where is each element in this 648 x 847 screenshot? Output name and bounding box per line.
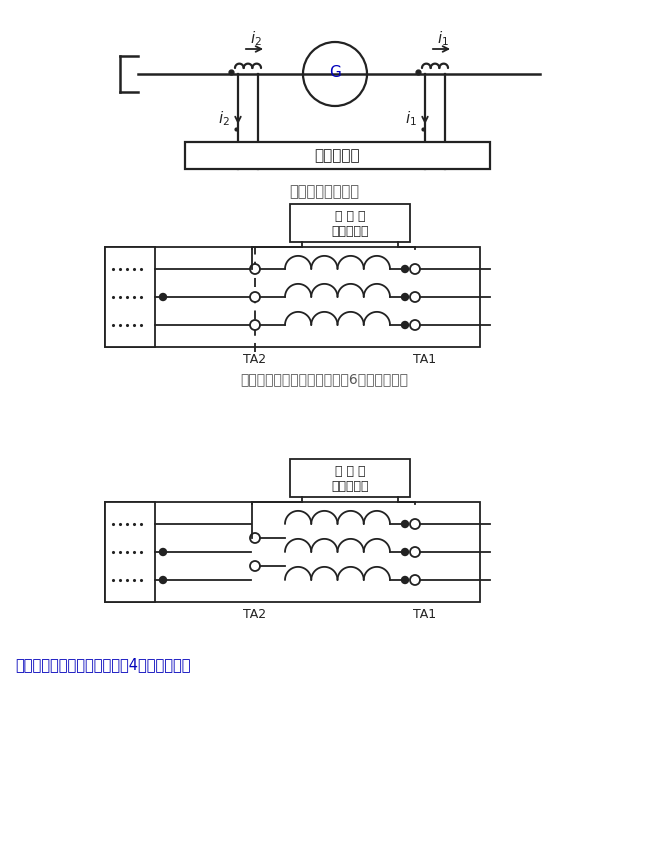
Text: $i_2$: $i_2$ — [250, 30, 262, 48]
Text: $i_1$: $i_1$ — [405, 109, 417, 129]
Circle shape — [159, 577, 167, 584]
Bar — [290, 459, 410, 497]
Bar — [105, 502, 155, 602]
Text: 不完全纵差: 不完全纵差 — [331, 224, 369, 238]
Text: TA2: TA2 — [244, 352, 266, 366]
Bar — [105, 247, 155, 347]
Circle shape — [402, 521, 408, 528]
Circle shape — [250, 533, 260, 543]
Circle shape — [410, 264, 420, 274]
Text: $i_2$: $i_2$ — [218, 109, 230, 129]
Circle shape — [402, 322, 408, 329]
Text: $i_1$: $i_1$ — [437, 30, 449, 48]
Circle shape — [410, 292, 420, 302]
Circle shape — [402, 549, 408, 556]
Circle shape — [250, 292, 260, 302]
Circle shape — [159, 294, 167, 301]
Circle shape — [250, 561, 260, 571]
Circle shape — [159, 549, 167, 556]
Circle shape — [402, 577, 408, 584]
Bar — [185, 142, 490, 169]
Text: 不完全纵联差动保护（中性点4个端子类型）: 不完全纵联差动保护（中性点4个端子类型） — [15, 657, 191, 673]
Text: 不完全纵联差动保护（中性点6个端子类型）: 不完全纵联差动保护（中性点6个端子类型） — [240, 372, 408, 386]
Bar — [290, 204, 410, 242]
Bar — [105, 502, 480, 602]
Text: TA1: TA1 — [413, 352, 437, 366]
Text: G: G — [329, 64, 341, 80]
Circle shape — [250, 264, 260, 274]
Circle shape — [402, 294, 408, 301]
Text: TA2: TA2 — [244, 607, 266, 621]
Text: 发 电 机: 发 电 机 — [335, 465, 365, 478]
Text: 发电机差动: 发电机差动 — [315, 148, 360, 163]
Text: TA1: TA1 — [413, 607, 437, 621]
Circle shape — [410, 575, 420, 585]
Circle shape — [402, 265, 408, 273]
Circle shape — [250, 320, 260, 330]
Circle shape — [410, 320, 420, 330]
Bar — [105, 247, 480, 347]
Circle shape — [410, 547, 420, 557]
Text: 完全纵联差动保护: 完全纵联差动保护 — [289, 185, 359, 200]
Text: 不完全纵差: 不完全纵差 — [331, 480, 369, 493]
Circle shape — [410, 519, 420, 529]
Text: 发 电 机: 发 电 机 — [335, 210, 365, 223]
